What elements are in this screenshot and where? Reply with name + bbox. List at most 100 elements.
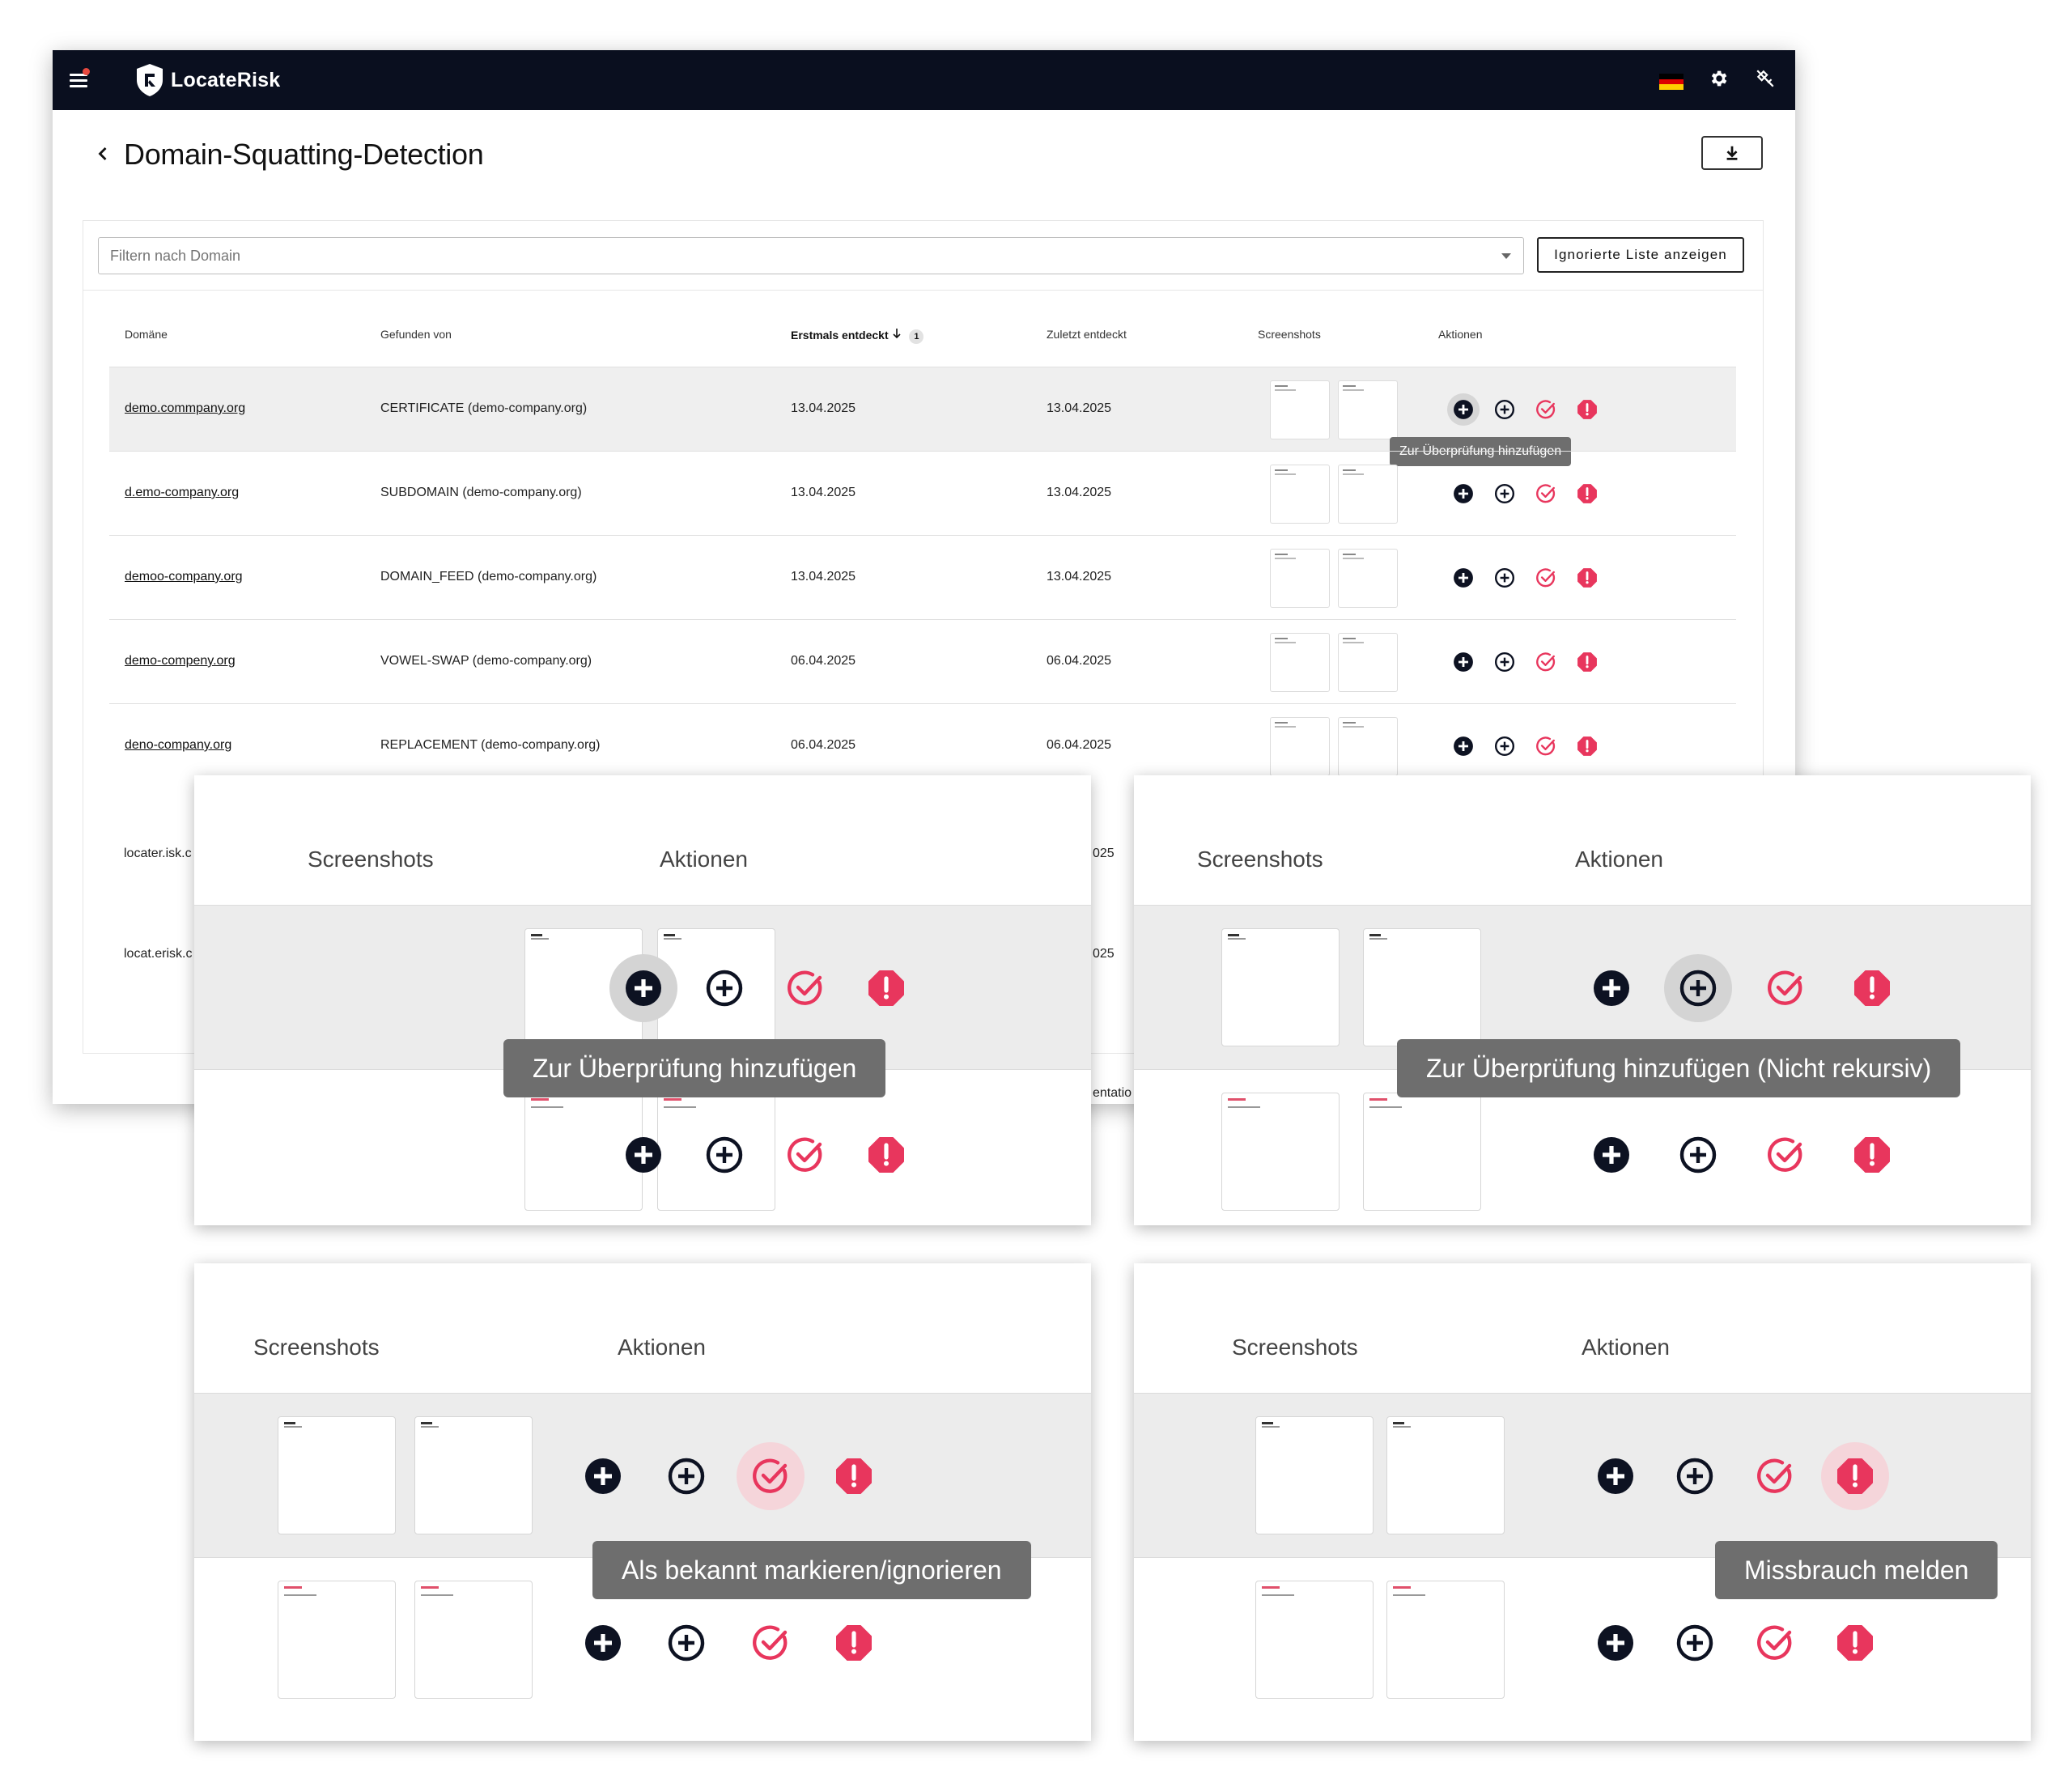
add-to-review-button[interactable] — [1447, 393, 1480, 426]
report-abuse-button[interactable] — [1852, 1135, 1892, 1175]
add-to-review-non-recursive-button[interactable] — [1493, 651, 1516, 673]
add-to-review-button[interactable] — [1452, 567, 1475, 589]
add-to-review-non-recursive-button[interactable] — [1678, 1135, 1718, 1175]
screenshot-thumbnail[interactable] — [1270, 633, 1330, 692]
report-abuse-button[interactable] — [1835, 1623, 1875, 1663]
mark-known-ignore-button[interactable] — [737, 1442, 805, 1510]
mark-known-ignore-button[interactable] — [1765, 968, 1806, 1008]
table-row-partial-domain[interactable]: locater.isk.c — [124, 847, 192, 860]
report-abuse-button[interactable] — [866, 1135, 906, 1175]
download-button[interactable] — [1701, 136, 1763, 170]
add-to-review-non-recursive-button[interactable] — [1493, 398, 1516, 421]
show-ignored-list-button[interactable]: Ignorierte Liste anzeigen — [1537, 237, 1744, 273]
table-row[interactable]: d.emo-company.org SUBDOMAIN (demo-company… — [109, 451, 1736, 535]
table-row[interactable] — [1134, 1394, 2031, 1558]
satellite-off-icon[interactable] — [1753, 66, 1777, 91]
mark-known-ignore-button[interactable] — [1535, 567, 1557, 589]
mark-known-ignore-button[interactable] — [1755, 1623, 1795, 1663]
column-header-found-by[interactable]: Gefunden von — [380, 328, 452, 341]
mark-known-ignore-button[interactable] — [1535, 651, 1557, 673]
mark-known-ignore-button[interactable] — [1535, 482, 1557, 505]
table-row[interactable] — [1134, 1558, 2031, 1728]
settings-gear-icon[interactable] — [1706, 66, 1730, 91]
report-abuse-button[interactable] — [1576, 567, 1599, 589]
mark-known-ignore-button[interactable] — [750, 1623, 791, 1663]
screenshot-thumbnail[interactable] — [1221, 928, 1340, 1046]
domain-filter-input[interactable] — [98, 237, 1524, 274]
domain-link[interactable]: demo.commpany.org — [125, 401, 246, 415]
chevron-down-icon[interactable] — [1501, 253, 1511, 259]
screenshot-thumbnail[interactable] — [657, 1093, 775, 1211]
column-header-domain[interactable]: Domäne — [125, 328, 168, 341]
table-row[interactable]: demo.commpany.org CERTIFICATE (demo-compa… — [109, 367, 1736, 466]
report-abuse-button[interactable] — [1821, 1442, 1889, 1510]
mark-known-ignore-button[interactable] — [785, 968, 826, 1008]
table-row[interactable] — [194, 1394, 1091, 1558]
screenshot-thumbnail[interactable] — [1386, 1581, 1505, 1699]
screenshot-thumbnail[interactable] — [278, 1416, 396, 1534]
mark-known-ignore-button[interactable] — [1755, 1456, 1795, 1496]
menu-button[interactable] — [67, 68, 91, 92]
add-to-review-button[interactable] — [583, 1456, 623, 1496]
mark-known-ignore-button[interactable] — [1535, 735, 1557, 758]
table-row[interactable]: demoo-company.org DOMAIN_FEED (demo-compa… — [109, 535, 1736, 619]
screenshot-thumbnail[interactable] — [1338, 633, 1398, 692]
screenshot-thumbnail[interactable] — [1338, 380, 1398, 439]
add-to-review-button[interactable] — [1591, 968, 1632, 1008]
add-to-review-button[interactable] — [1452, 735, 1475, 758]
report-abuse-button[interactable] — [866, 968, 906, 1008]
add-to-review-non-recursive-button[interactable] — [1664, 954, 1732, 1022]
table-row-partial-domain[interactable]: locat.erisk.c — [124, 947, 193, 961]
screenshot-thumbnail[interactable] — [278, 1581, 396, 1699]
screenshot-thumbnail[interactable] — [1363, 928, 1481, 1046]
add-to-review-non-recursive-button[interactable] — [1675, 1456, 1715, 1496]
report-abuse-button[interactable] — [834, 1456, 874, 1496]
logo[interactable]: LocateRisk — [134, 62, 280, 99]
report-abuse-button[interactable] — [1852, 968, 1892, 1008]
domain-link[interactable]: demoo-company.org — [125, 570, 243, 584]
screenshot-thumbnail[interactable] — [1255, 1416, 1374, 1534]
screenshot-thumbnail[interactable] — [1255, 1581, 1374, 1699]
report-abuse-button[interactable] — [1576, 398, 1599, 421]
add-to-review-non-recursive-button[interactable] — [1493, 567, 1516, 589]
add-to-review-non-recursive-button[interactable] — [1675, 1623, 1715, 1663]
screenshot-thumbnail[interactable] — [1386, 1416, 1505, 1534]
screenshot-thumbnail[interactable] — [414, 1416, 533, 1534]
domain-link[interactable]: deno-company.org — [125, 738, 232, 752]
add-to-review-non-recursive-button[interactable] — [1493, 482, 1516, 505]
back-button[interactable] — [91, 142, 114, 165]
table-row[interactable]: deno-company.org REPLACEMENT (demo-compan… — [109, 703, 1736, 787]
screenshot-thumbnail[interactable] — [1338, 717, 1398, 776]
add-to-review-non-recursive-button[interactable] — [666, 1623, 707, 1663]
report-abuse-button[interactable] — [1576, 735, 1599, 758]
table-row[interactable] — [194, 1070, 1091, 1225]
screenshot-thumbnail[interactable] — [1338, 465, 1398, 524]
report-abuse-button[interactable] — [1576, 651, 1599, 673]
report-abuse-button[interactable] — [834, 1623, 874, 1663]
screenshot-thumbnail[interactable] — [1338, 549, 1398, 608]
table-row[interactable]: demo-compeny.org VOWEL-SWAP (demo-company… — [109, 619, 1736, 703]
screenshot-thumbnail[interactable] — [1270, 465, 1330, 524]
domain-link[interactable]: d.emo-company.org — [125, 486, 240, 499]
screenshot-thumbnail[interactable] — [1270, 717, 1330, 776]
add-to-review-non-recursive-button[interactable] — [704, 1135, 745, 1175]
add-to-review-button[interactable] — [623, 1135, 664, 1175]
report-abuse-button[interactable] — [1576, 482, 1599, 505]
screenshot-thumbnail[interactable] — [1270, 549, 1330, 608]
screenshot-thumbnail[interactable] — [1270, 380, 1330, 439]
domain-link[interactable]: demo-compeny.org — [125, 654, 236, 668]
add-to-review-non-recursive-button[interactable] — [666, 1456, 707, 1496]
add-to-review-button[interactable] — [1595, 1623, 1636, 1663]
column-header-first-detected[interactable]: Erstmals entdeckt 1 — [791, 328, 924, 344]
add-to-review-button[interactable] — [1595, 1456, 1636, 1496]
mark-known-ignore-button[interactable] — [1535, 398, 1557, 421]
mark-known-ignore-button[interactable] — [1765, 1135, 1806, 1175]
screenshot-thumbnail[interactable] — [414, 1581, 533, 1699]
add-to-review-button[interactable] — [1452, 482, 1475, 505]
screenshot-thumbnail[interactable] — [1221, 1093, 1340, 1211]
language-flag-de[interactable] — [1659, 74, 1684, 91]
add-to-review-non-recursive-button[interactable] — [1493, 735, 1516, 758]
screenshot-thumbnail[interactable] — [524, 1093, 643, 1211]
add-to-review-button[interactable] — [1452, 651, 1475, 673]
add-to-review-button[interactable] — [1591, 1135, 1632, 1175]
